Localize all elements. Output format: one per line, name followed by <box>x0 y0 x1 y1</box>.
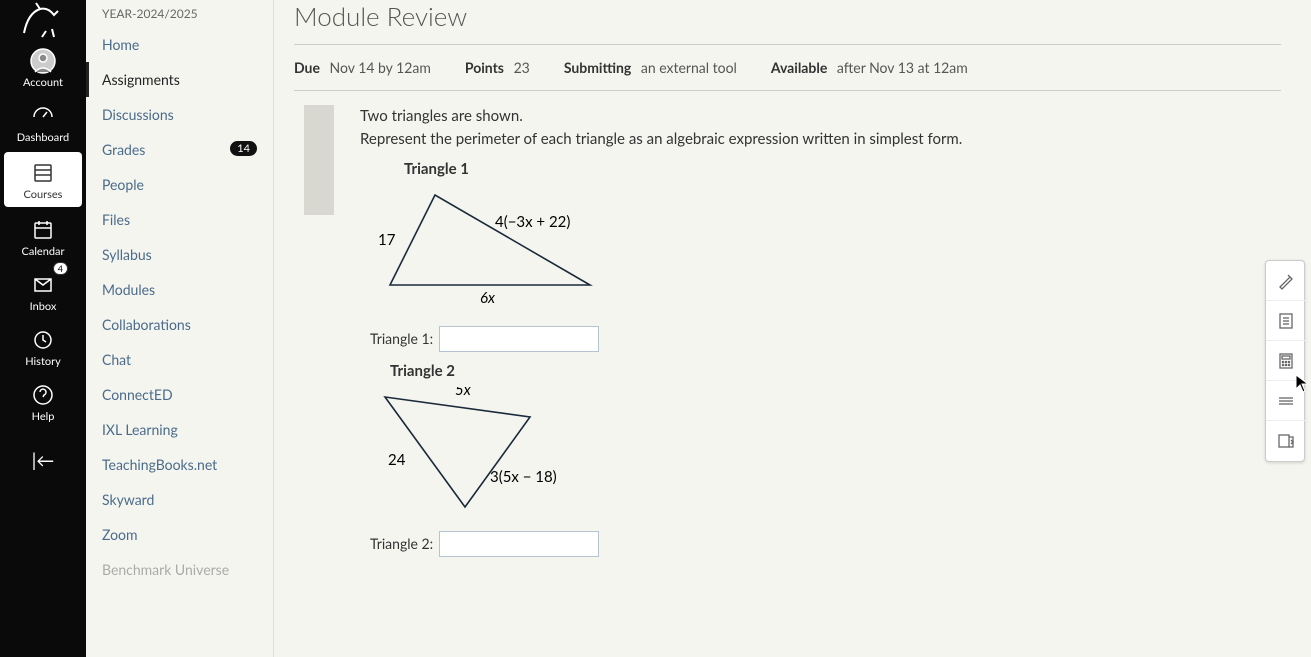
nav-help-label: Help <box>32 410 55 423</box>
grades-badge: 14 <box>230 141 257 156</box>
global-nav: Account Dashboard Courses Calendar 4 Inb… <box>0 0 86 657</box>
available-value: after Nov 13 at 12am <box>837 59 968 76</box>
nav-courses-label: Courses <box>24 188 63 201</box>
course-nav-teachingbooks[interactable]: TeachingBooks.net <box>86 447 273 482</box>
course-nav-connected[interactable]: ConnectED <box>86 377 273 412</box>
triangle2-answer-label: Triangle 2: <box>370 533 433 555</box>
svg-text:17: 17 <box>378 231 396 249</box>
content-area: Module Review Due Nov 14 by 12am Points … <box>274 0 1311 657</box>
question-line2: Represent the perimeter of each triangle… <box>360 128 962 151</box>
course-nav-people[interactable]: People <box>86 167 273 202</box>
page-title: Module Review <box>294 0 1281 44</box>
nav-inbox-label: Inbox <box>30 300 57 313</box>
term-label: YEAR-2024/2025 <box>86 0 273 27</box>
due-value: Nov 14 by 12am <box>330 59 431 76</box>
course-nav: YEAR-2024/2025 Home Assignments Discussi… <box>86 0 274 657</box>
assignment-meta: Due Nov 14 by 12am Points 23 Submitting … <box>294 44 1281 91</box>
course-nav-benchmark[interactable]: Benchmark Universe <box>86 552 273 587</box>
triangle2-figure: 5x 24 3(5x − 18) <box>370 387 610 517</box>
account-icon <box>30 48 56 74</box>
course-nav-syllabus[interactable]: Syllabus <box>86 237 273 272</box>
progress-segment <box>304 105 334 215</box>
svg-text:3(5x − 18): 3(5x − 18) <box>490 468 557 486</box>
nav-history-label: History <box>25 355 61 368</box>
available-label: Available <box>771 59 828 76</box>
points-label: Points <box>465 59 504 76</box>
school-logo[interactable] <box>13 0 73 40</box>
submitting-value: an external tool <box>641 59 737 76</box>
svg-text:5x: 5x <box>455 387 471 399</box>
course-nav-modules[interactable]: Modules <box>86 272 273 307</box>
inbox-icon <box>30 272 56 298</box>
nav-inbox[interactable]: 4 Inbox <box>0 264 86 319</box>
nav-help[interactable]: Help <box>0 374 86 429</box>
triangle1-title: Triangle 1 <box>404 158 962 181</box>
tool-notes-icon[interactable] <box>1266 301 1306 341</box>
inbox-badge: 4 <box>53 262 68 275</box>
course-nav-chat[interactable]: Chat <box>86 342 273 377</box>
cursor-icon <box>1295 374 1309 394</box>
svg-text:4(−3x + 22): 4(−3x + 22) <box>495 213 570 231</box>
calendar-icon <box>30 217 56 243</box>
progress-sidebar <box>294 105 342 565</box>
help-icon <box>30 382 56 408</box>
due-label: Due <box>294 59 320 76</box>
question-body: Two triangles are shown. Represent the p… <box>360 105 962 565</box>
tool-references-icon[interactable] <box>1266 421 1306 461</box>
nav-calendar[interactable]: Calendar <box>0 209 86 264</box>
history-icon <box>30 327 56 353</box>
courses-icon <box>30 160 56 186</box>
collapse-nav-button[interactable]: |← <box>32 449 55 471</box>
course-nav-skyward[interactable]: Skyward <box>86 482 273 517</box>
course-nav-grades[interactable]: Grades 14 <box>86 132 273 167</box>
question-line1: Two triangles are shown. <box>360 105 962 128</box>
svg-text:6x: 6x <box>480 289 495 307</box>
nav-courses[interactable]: Courses <box>4 152 82 207</box>
right-toolbar <box>1265 260 1305 462</box>
nav-history[interactable]: History <box>0 319 86 374</box>
triangle1-answer-input[interactable] <box>439 326 599 352</box>
dashboard-icon <box>30 103 56 129</box>
nav-account[interactable]: Account <box>0 40 86 95</box>
course-nav-home[interactable]: Home <box>86 27 273 62</box>
nav-dashboard[interactable]: Dashboard <box>0 95 86 150</box>
triangle2-title: Triangle 2 <box>390 360 962 383</box>
course-nav-collaborations[interactable]: Collaborations <box>86 307 273 342</box>
triangle2-answer-input[interactable] <box>439 531 599 557</box>
triangle1-figure: 17 4(−3x + 22) 6x <box>370 185 630 313</box>
course-nav-files[interactable]: Files <box>86 202 273 237</box>
course-nav-discussions[interactable]: Discussions <box>86 97 273 132</box>
course-nav-assignments[interactable]: Assignments <box>86 62 273 97</box>
nav-account-label: Account <box>23 76 63 89</box>
grades-label: Grades <box>102 141 145 158</box>
nav-dashboard-label: Dashboard <box>17 131 69 144</box>
nav-calendar-label: Calendar <box>22 245 65 258</box>
triangle1-answer-label: Triangle 1: <box>370 328 433 350</box>
points-value: 23 <box>514 59 530 76</box>
svg-text:24: 24 <box>388 451 406 469</box>
course-nav-zoom[interactable]: Zoom <box>86 517 273 552</box>
submitting-label: Submitting <box>564 59 631 76</box>
tool-highlighter-icon[interactable] <box>1266 261 1306 301</box>
course-nav-ixl[interactable]: IXL Learning <box>86 412 273 447</box>
